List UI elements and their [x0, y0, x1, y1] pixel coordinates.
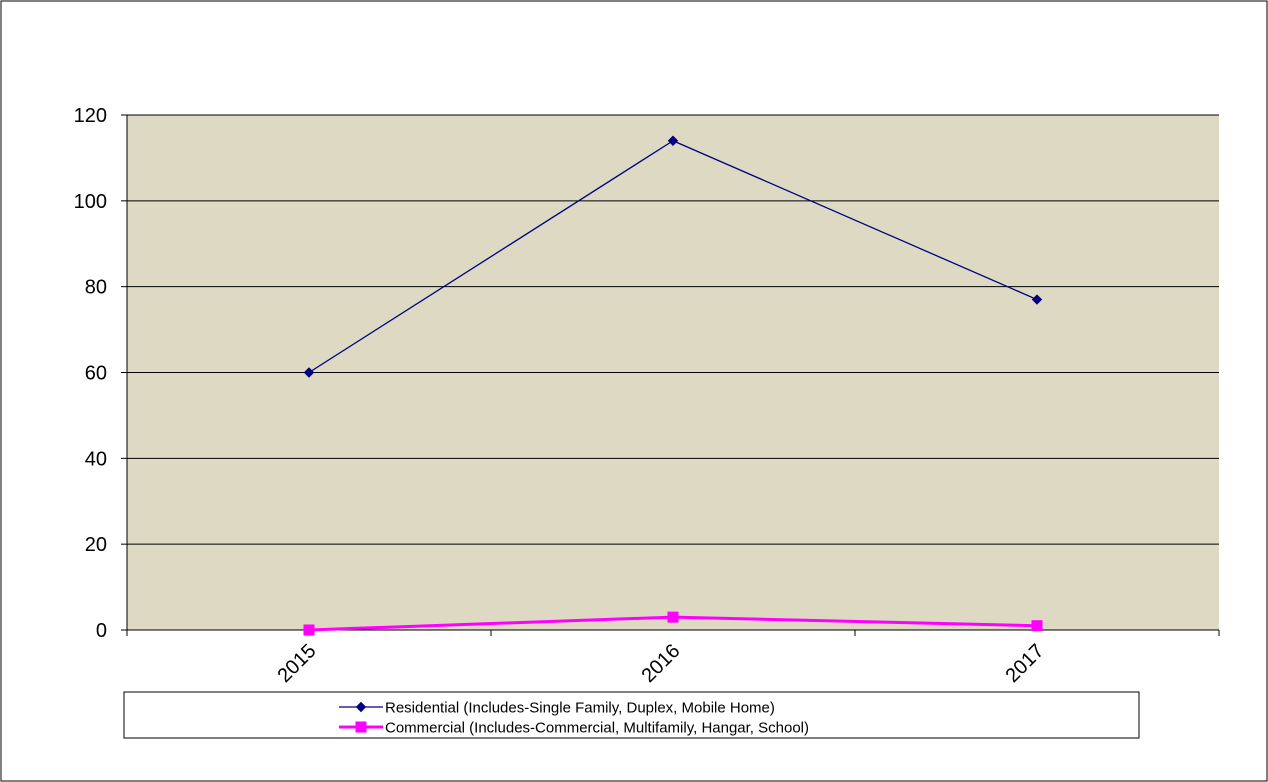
data-point [303, 367, 315, 378]
legend-marker-1 [355, 721, 367, 733]
data-point [303, 624, 315, 636]
legend-label-0: Residential (Includes-Single Family, Dup… [385, 700, 775, 717]
data-point [1031, 620, 1043, 632]
y-tick-label: 120 [74, 105, 107, 127]
legend-marker-0 [355, 701, 367, 713]
data-point [667, 611, 679, 623]
y-tick-label: 100 [74, 191, 107, 213]
data-point [667, 135, 679, 146]
legend-label-1: Commercial (Includes-Commercial, Multifa… [385, 720, 809, 737]
legend-box [123, 691, 1140, 739]
y-tick-label: 60 [85, 363, 107, 385]
y-tick-label: 40 [85, 448, 107, 470]
data-point [1031, 294, 1043, 305]
y-axis-ticks: 0 20 40 60 80 100 120 [74, 105, 127, 642]
y-tick-label: 0 [96, 620, 107, 642]
y-tick-label: 20 [85, 534, 107, 556]
series-layer [303, 135, 1043, 636]
y-tick-label: 80 [85, 277, 107, 299]
legend: Residential (Includes-Single Family, Dup… [123, 691, 1140, 739]
gridlines [127, 114, 1219, 545]
